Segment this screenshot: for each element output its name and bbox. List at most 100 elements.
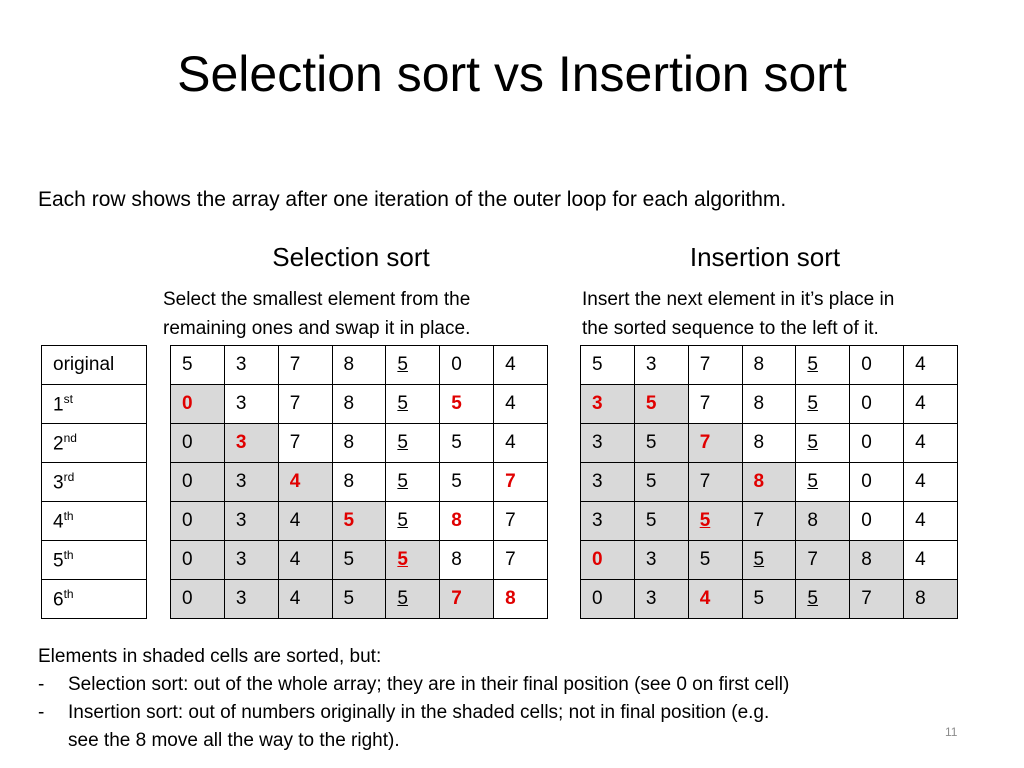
array-cell: 5: [795, 423, 851, 463]
row-label: 6th: [41, 579, 147, 619]
cell-value: 7: [289, 432, 301, 453]
row-label: 4th: [41, 501, 147, 541]
cell-value: 3: [235, 432, 247, 453]
cell-value: 7: [289, 393, 301, 414]
cell-value: 5: [397, 510, 408, 531]
insertion-sort-heading: Insertion sort: [689, 242, 841, 272]
array-cell: 8: [741, 462, 797, 502]
row-label-text: 6: [53, 589, 64, 611]
array-cell: 7: [493, 501, 548, 541]
row-label-text: 2: [53, 433, 64, 455]
cell-value: 3: [592, 432, 603, 453]
array-cell: 8: [849, 540, 905, 580]
array-cell: 7: [687, 423, 743, 463]
array-cell: 7: [493, 540, 548, 580]
array-cell: 4: [493, 345, 548, 385]
array-cell: 8: [331, 423, 387, 463]
cell-value: 7: [289, 354, 301, 375]
slide-subtitle: Each row shows the array after one itera…: [38, 188, 787, 211]
selection-desc-line-2: remaining ones and swap it in place.: [163, 318, 471, 339]
array-cell: 4: [687, 579, 743, 619]
cell-value: 0: [451, 354, 462, 375]
cell-value: 0: [182, 393, 193, 414]
array-cell: 0: [849, 423, 905, 463]
array-cell: 0: [170, 423, 225, 463]
row-label-text: 4: [53, 511, 64, 533]
cell-value: 0: [861, 510, 872, 531]
cell-value: 0: [182, 510, 193, 531]
cell-value: 5: [699, 549, 711, 570]
array-cell: 7: [795, 540, 851, 580]
cell-value: 3: [592, 471, 603, 492]
cell-value: 5: [807, 471, 818, 492]
array-cell: 5: [795, 345, 851, 385]
table-row: 0 3 4 8 5 5 7: [170, 462, 548, 502]
cell-value: 5: [699, 510, 711, 531]
label-row: 1st: [41, 384, 147, 424]
cell-value: 3: [235, 471, 247, 492]
array-cell: 8: [795, 501, 851, 541]
cell-value: 8: [753, 354, 765, 375]
table-row: 0 3 4 5 5 8 7: [170, 501, 548, 541]
array-cell: 5: [741, 540, 797, 580]
array-cell: 7: [849, 579, 905, 619]
array-cell: 7: [277, 423, 333, 463]
row-label-suffix: th: [63, 547, 74, 562]
cell-value: 4: [505, 393, 516, 414]
cell-value: 7: [861, 588, 872, 609]
cell-value: 0: [861, 354, 872, 375]
array-cell: 5: [687, 501, 743, 541]
array-cell: 3: [223, 579, 279, 619]
cell-value: 8: [505, 588, 516, 609]
cell-value: 4: [289, 510, 301, 531]
array-cell: 8: [439, 501, 495, 541]
cell-value: 5: [397, 354, 408, 375]
table-row: 3 5 7 8 5 0 4: [580, 384, 958, 424]
bullet-dash: -: [38, 702, 45, 723]
cell-value: 0: [592, 588, 603, 609]
cell-value: 7: [699, 471, 711, 492]
cell-value: 0: [861, 432, 872, 453]
array-cell: 3: [580, 423, 635, 463]
cell-value: 8: [861, 549, 872, 570]
cell-value: 5: [592, 354, 603, 375]
table-row: 5 3 7 8 5 0 4: [580, 345, 958, 385]
array-cell: 7: [493, 462, 548, 502]
array-cell: 3: [223, 501, 279, 541]
array-cell: 8: [903, 579, 958, 619]
table-row: 0 3 4 5 5 8 7: [170, 540, 548, 580]
array-cell: 8: [493, 579, 548, 619]
cell-value: 5: [451, 393, 462, 414]
cell-value: 4: [289, 471, 301, 492]
cell-value: 5: [645, 471, 657, 492]
bullet-text: Insertion sort: out of numbers originall…: [68, 702, 770, 723]
row-label: 1st: [41, 384, 147, 424]
array-cell: 5: [795, 384, 851, 424]
row-label-suffix: st: [63, 391, 73, 406]
cell-value: 5: [451, 432, 462, 453]
cell-value: 5: [807, 354, 818, 375]
cell-value: 3: [645, 549, 657, 570]
cell-value: 8: [343, 471, 355, 492]
table-row: 0 3 4 5 5 7 8: [170, 579, 548, 619]
row-label-text: 3: [53, 472, 64, 494]
array-cell: 5: [170, 345, 225, 385]
array-cell: 3: [580, 501, 635, 541]
array-cell: 3: [633, 345, 689, 385]
array-cell: 0: [849, 345, 905, 385]
slide-title: Selection sort vs Insertion sort: [177, 46, 847, 102]
array-cell: 5: [439, 384, 495, 424]
array-cell: 5: [580, 345, 635, 385]
cell-value: 7: [451, 588, 462, 609]
cell-value: 5: [343, 588, 355, 609]
array-cell: 0: [170, 540, 225, 580]
cell-value: 4: [915, 432, 926, 453]
cell-value: 4: [699, 588, 711, 609]
array-cell: 4: [277, 579, 333, 619]
row-label: original: [41, 345, 147, 385]
table-row: 3 5 5 7 8 0 4: [580, 501, 958, 541]
array-cell: 0: [849, 462, 905, 502]
array-cell: 5: [331, 501, 387, 541]
label-row: 6th: [41, 579, 147, 619]
cell-value: 7: [699, 354, 711, 375]
